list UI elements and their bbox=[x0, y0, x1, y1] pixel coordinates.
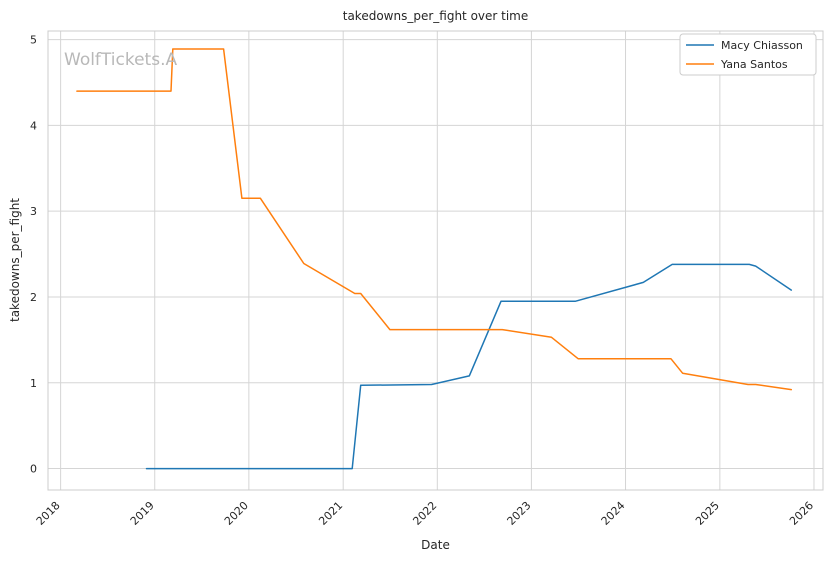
series-line-0 bbox=[145, 263, 793, 470]
x-tick-label: 2022 bbox=[410, 499, 439, 528]
y-axis-ticks: 0 1 2 3 4 5 bbox=[30, 34, 37, 476]
legend: Macy Chiasson Yana Santos bbox=[679, 33, 817, 76]
x-tick-label: 2025 bbox=[693, 499, 722, 528]
y-tick-label: 4 bbox=[30, 119, 37, 132]
x-axis-ticks: 2018 2019 2020 2021 2022 2023 2024 2025 2026 bbox=[34, 499, 816, 528]
x-tick-label: 2026 bbox=[787, 499, 816, 528]
watermark: WolfTickets.A bbox=[64, 50, 177, 70]
grid bbox=[48, 31, 823, 490]
legend-label-yana: Yana Santos bbox=[720, 58, 788, 71]
x-tick-label: 2021 bbox=[316, 499, 345, 528]
plot-frame bbox=[47, 30, 824, 491]
x-tick-label: 2018 bbox=[34, 499, 63, 528]
y-tick-label: 1 bbox=[30, 377, 37, 390]
series-line-1 bbox=[76, 48, 793, 391]
legend-label-macy: Macy Chiasson bbox=[721, 39, 803, 52]
y-tick-label: 3 bbox=[30, 205, 37, 218]
series-layer bbox=[76, 48, 793, 470]
x-tick-label: 2023 bbox=[505, 499, 534, 528]
x-tick-label: 2024 bbox=[599, 499, 628, 528]
y-axis-label: takedowns_per_fight bbox=[8, 198, 22, 322]
y-tick-label: 2 bbox=[30, 291, 37, 304]
chart-title: takedowns_per_fight over time bbox=[343, 9, 529, 23]
x-tick-label: 2020 bbox=[222, 499, 251, 528]
x-tick-label: 2019 bbox=[128, 499, 157, 528]
y-tick-label: 0 bbox=[30, 463, 37, 476]
y-tick-label: 5 bbox=[30, 34, 37, 47]
x-axis-label: Date bbox=[421, 538, 450, 552]
